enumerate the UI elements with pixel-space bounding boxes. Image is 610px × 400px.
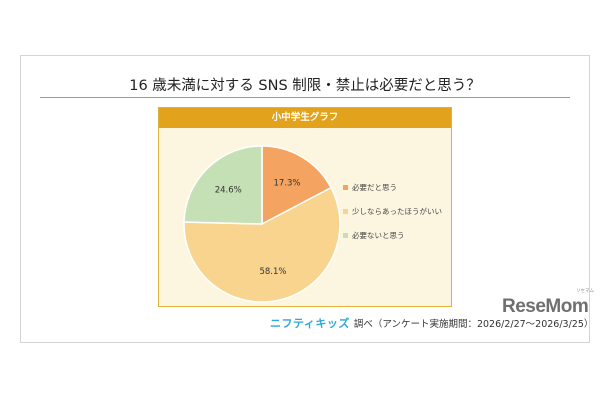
legend-swatch-0 [343,185,348,190]
legend-label-1: 少しならあったほうがいい [352,207,442,216]
pie-slice-1 [183,186,341,303]
pie-panel: 17.3% 58.1% 24.6% 小中学生グラフ 必要だと思う少しならあったほうが… [158,107,452,307]
source-note: ニフティキッズ 調べ（アンケート実施期間：2026/2/27～2026/3/25） [270,316,593,332]
legend-swatch-1 [343,209,348,214]
resemom-watermark: ReseMom [502,296,589,317]
legend-label-2: 必要ないと思う [352,231,405,240]
source-text: 調べ（アンケート実施期間：2026/2/27～2026/3/25） [353,319,594,330]
slice-value-label-1: 58.1% [259,267,286,277]
legend-label-0: 必要だと思う [352,183,397,192]
slice-value-label-2: 24.6% [215,185,242,195]
legend-swatch-2 [343,233,348,238]
pie-chart: 17.3% 58.1% 24.6% [183,145,341,303]
pie-slice-0 [261,145,333,226]
title-divider [40,97,570,98]
pie-slice-2 [183,145,263,225]
nifty-kids-logo: ニフティキッズ [270,317,350,330]
chart-title: 16 歳未満に対する SNS 制限・禁止は必要だと思う？ [129,78,481,94]
resemom-kana: リセマム [576,289,594,294]
chart-subtitle: 小中学生グラフ [159,108,451,128]
slice-value-label-0: 17.3% [274,179,301,189]
